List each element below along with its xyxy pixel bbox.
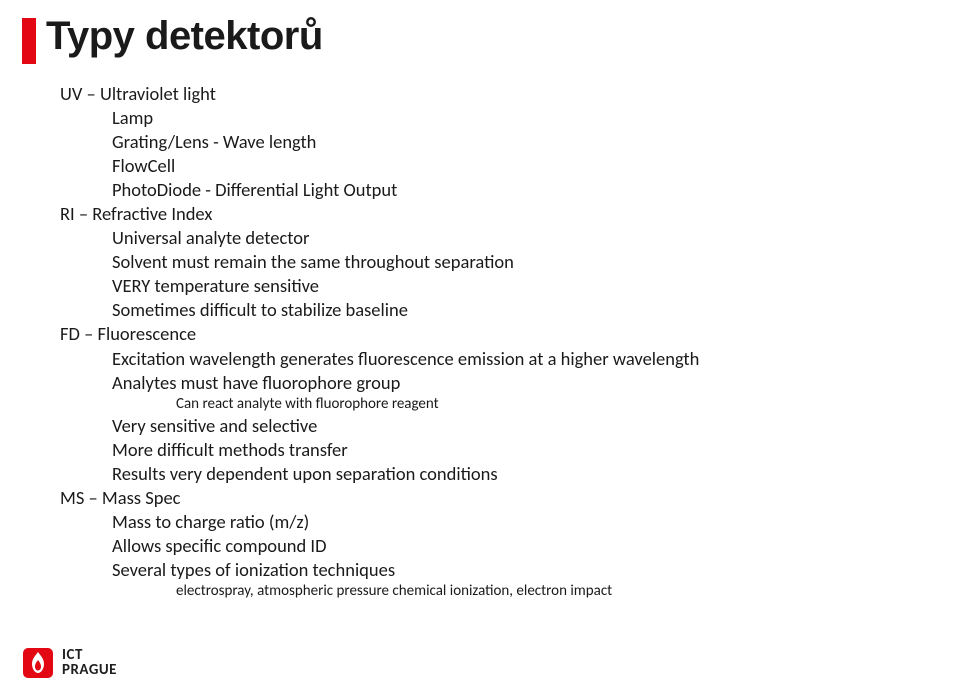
body-line: FD – Fluorescence	[60, 322, 960, 346]
body-line: PhotoDiode - Differential Light Output	[112, 178, 960, 202]
body-line: Sometimes difficult to stabilize baselin…	[112, 298, 960, 322]
slide-header: Typy detektorů	[0, 0, 960, 64]
body-line: Can react analyte with fluorophore reage…	[176, 395, 960, 415]
body-line: Lamp	[112, 106, 960, 130]
slide-title: Typy detektorů	[46, 14, 323, 59]
body-line: Universal analyte detector	[112, 226, 960, 250]
body-line: Allows specific compound ID	[112, 534, 960, 558]
footer-logo: ICT PRAGUE	[22, 647, 117, 679]
slide-body: UV – Ultraviolet lightLampGrating/Lens -…	[0, 64, 960, 602]
body-line: FlowCell	[112, 154, 960, 178]
body-line: UV – Ultraviolet light	[60, 82, 960, 106]
body-line: electrospray, atmospheric pressure chemi…	[176, 582, 960, 602]
body-line: RI – Refractive Index	[60, 202, 960, 226]
body-line: Solvent must remain the same throughout …	[112, 250, 960, 274]
body-line: Grating/Lens - Wave length	[112, 130, 960, 154]
body-line: VERY temperature sensitive	[112, 274, 960, 298]
body-line: More difficult methods transfer	[112, 438, 960, 462]
body-line: Results very dependent upon separation c…	[112, 462, 960, 486]
body-line: Very sensitive and selective	[112, 414, 960, 438]
body-line: MS – Mass Spec	[60, 486, 960, 510]
logo-text: ICT PRAGUE	[62, 648, 117, 678]
body-line: Analytes must have fluorophore group	[112, 371, 960, 395]
body-line: Several types of ionization techniques	[112, 558, 960, 582]
logo-line-2: PRAGUE	[62, 663, 117, 678]
flame-icon	[22, 647, 54, 679]
body-line: Mass to charge ratio (m/z)	[112, 510, 960, 534]
title-accent-bar	[22, 18, 36, 64]
body-line: Excitation wavelength generates fluoresc…	[112, 347, 960, 371]
